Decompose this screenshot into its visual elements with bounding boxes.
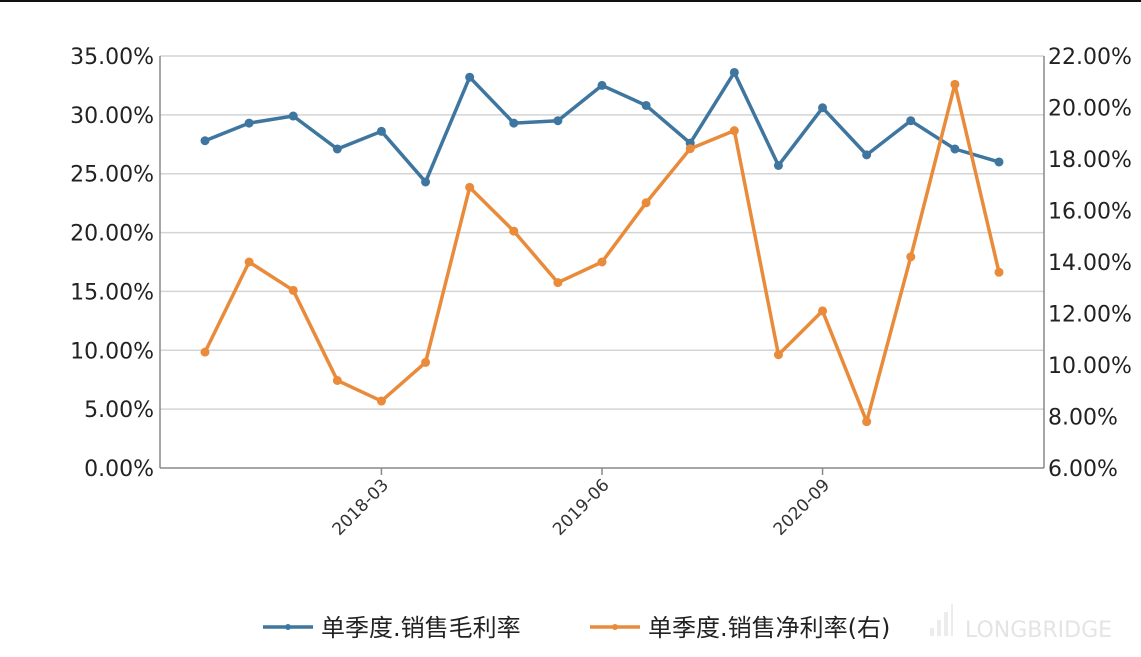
data-point: [200, 136, 210, 146]
y-left-tick-label: 10.00%: [70, 339, 154, 364]
y-right-tick-label: 12.00%: [1048, 303, 1132, 328]
data-point: [553, 278, 563, 288]
data-point: [332, 375, 342, 385]
data-point: [641, 100, 651, 110]
data-point: [729, 126, 739, 136]
data-point: [288, 285, 298, 295]
watermark: LONGBRIDGE: [965, 618, 1112, 643]
watermark-logo-icon: [944, 612, 948, 636]
y-right-tick-label: 6.00%: [1048, 457, 1118, 482]
x-tick-label: 2019-06: [549, 475, 613, 539]
watermark-logo-icon: [951, 604, 953, 636]
data-point: [773, 160, 783, 170]
y-left-tick-label: 15.00%: [70, 280, 154, 305]
x-tick-label: 2020-09: [770, 475, 834, 539]
data-point: [244, 118, 254, 128]
data-point: [773, 350, 783, 360]
data-point: [509, 118, 519, 128]
data-point: [376, 126, 386, 136]
data-point: [244, 257, 254, 267]
watermark-logo-icon: [930, 628, 934, 636]
legend-label: 单季度.销售净利率(右): [648, 614, 890, 642]
data-point: [421, 177, 431, 187]
y-left-tick-label: 25.00%: [70, 163, 154, 188]
y-right-tick-label: 16.00%: [1048, 200, 1132, 225]
data-point: [906, 252, 916, 262]
data-point: [994, 157, 1004, 167]
y-left-tick-label: 35.00%: [70, 45, 154, 70]
y-right-tick-label: 22.00%: [1048, 45, 1132, 70]
data-point: [685, 144, 695, 154]
data-point: [288, 111, 298, 121]
data-point: [862, 417, 872, 427]
series-line-2: [203, 82, 1001, 424]
data-point: [994, 267, 1004, 277]
legend-marker: [285, 624, 291, 630]
data-point: [553, 116, 563, 126]
data-point: [818, 306, 828, 316]
y-right-tick-label: 20.00%: [1048, 97, 1132, 122]
data-point: [200, 347, 210, 357]
data-point: [906, 116, 916, 126]
data-point: [421, 357, 431, 367]
y-right-tick-label: 8.00%: [1048, 406, 1118, 431]
data-point: [729, 67, 739, 77]
data-point: [818, 103, 828, 113]
y-left-tick-label: 0.00%: [84, 457, 154, 482]
data-point: [950, 144, 960, 154]
data-point: [376, 396, 386, 406]
y-left-tick-label: 30.00%: [70, 104, 154, 129]
data-point: [641, 198, 651, 208]
y-left-tick-label: 5.00%: [84, 398, 154, 423]
top-border: [0, 0, 1141, 2]
data-point: [862, 150, 872, 160]
x-tick-label: 2018-03: [329, 475, 393, 539]
data-point: [465, 182, 475, 192]
data-point: [509, 226, 519, 236]
legend-label: 单季度.销售毛利率: [321, 614, 521, 642]
legend-marker: [612, 624, 618, 630]
y-right-tick-label: 10.00%: [1048, 354, 1132, 379]
data-point: [332, 144, 342, 154]
y-right-tick-label: 14.00%: [1048, 251, 1132, 276]
y-left-tick-label: 20.00%: [70, 222, 154, 247]
watermark-logo-icon: [937, 620, 941, 636]
data-point: [597, 257, 607, 267]
data-point: [597, 80, 607, 90]
data-point: [950, 79, 960, 89]
data-point: [465, 72, 475, 82]
y-right-tick-label: 18.00%: [1048, 148, 1132, 173]
